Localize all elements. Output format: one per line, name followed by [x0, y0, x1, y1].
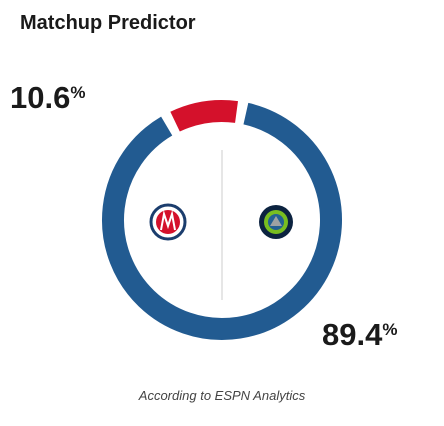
chart-title: Matchup Predictor [20, 12, 196, 34]
donut-segment [170, 100, 238, 132]
team-logo-right [259, 205, 293, 239]
team-logo-left [149, 203, 187, 241]
donut-segment [102, 102, 342, 340]
caption: According to ESPN Analytics [138, 388, 306, 403]
value-label: 89.4% [322, 317, 397, 352]
value-label: 10.6% [10, 80, 85, 115]
